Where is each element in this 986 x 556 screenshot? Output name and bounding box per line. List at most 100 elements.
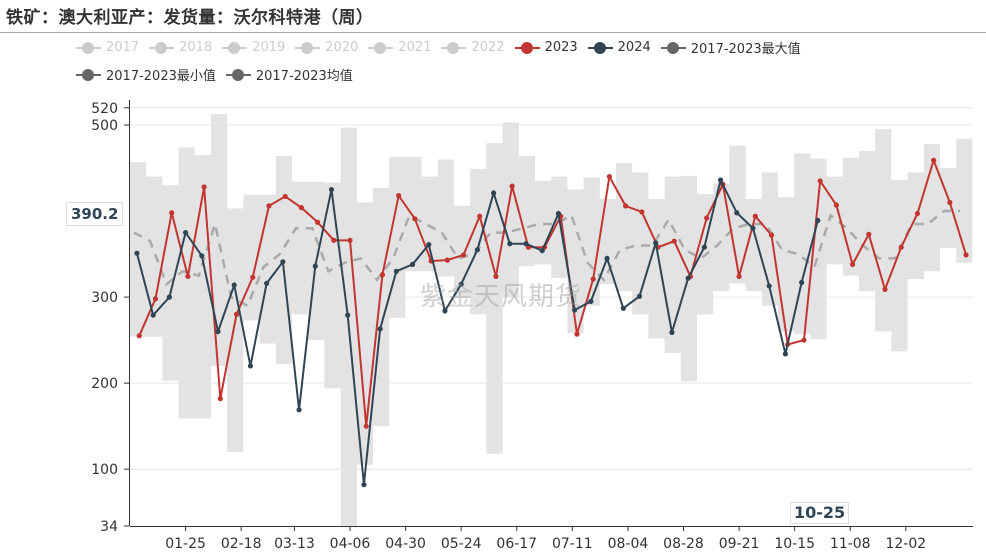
series-2024-point [458,281,464,287]
mean-line [133,209,961,308]
legend-label: 2023 [544,40,578,55]
series-2024-point [134,250,140,256]
series-2024-point [604,255,610,261]
legend-item-2017-2023最小值[interactable]: 2017-2023最小值 [76,65,216,84]
series-2024-point [150,312,156,318]
legend-item-2021[interactable]: 2021 [368,40,431,55]
series-2023-point [379,272,386,278]
series-2024-point [669,329,675,335]
legend-item-2023[interactable]: 2023 [514,40,578,55]
series-2023-point [477,213,483,219]
watermark: 紫金天风期货 [420,282,583,312]
series-2023-point [736,273,742,280]
series-2023-point [590,276,596,282]
series-2024-point [215,328,221,335]
series-2024-point [782,351,789,357]
series-2023-point [914,211,921,217]
y-tick-label: 300 [91,290,118,306]
series-2023-point [266,203,272,209]
series-2024-point [328,186,335,193]
legend-label: 2021 [398,40,432,55]
series-2023-point [963,252,969,258]
series-2023-point [347,237,353,243]
series-2023-point [250,274,256,280]
series-2023-point [282,193,288,200]
series-2024-point [539,248,545,254]
legend-marker-icon [587,41,613,55]
series-2023-line [138,157,968,427]
series-2024-point [426,242,432,248]
series-2023-point [931,157,937,163]
series-2024-point [474,247,480,253]
series-2024-point [231,282,237,288]
series-2024-point [280,259,286,265]
legend-item-2020[interactable]: 2020 [295,40,358,55]
x-tick-label: 04-06 [330,536,371,552]
series-2024-point [750,225,756,231]
legend-label: 2022 [471,40,505,55]
series-2023-point [768,232,775,238]
series-2024-point [377,326,383,332]
legend-marker-icon [660,41,686,55]
series-2024-point [296,407,302,413]
x-tick-label: 06-17 [496,536,537,552]
y-tick-label: 500 [91,118,118,134]
series-2023-point [947,199,953,206]
legend-label: 2017-2023均值 [255,69,353,84]
series-2024-point [815,217,821,224]
series-2024-point [717,177,724,183]
legend-marker-icon [225,68,251,82]
legend-label: 2018 [179,40,213,55]
series-2023-point [136,333,142,339]
series-2024-point [701,244,707,250]
series-2023-point [898,244,904,250]
series-2024-point [766,283,772,289]
legend-item-2019[interactable]: 2019 [222,40,285,55]
series-2024-point [588,298,594,305]
series-2023-point [460,252,467,258]
y-tick-label: 200 [91,376,118,392]
legend-item-2017[interactable]: 2017 [76,40,139,55]
legend-marker-icon [295,41,321,55]
y-tick-label: 100 [91,462,118,478]
series-2024-point [393,268,399,274]
legend-label: 2017 [106,40,140,55]
legend-marker-icon [149,41,175,55]
min-max-band [130,113,973,526]
chart-title: 铁矿：澳大利亚产：发货量：沃尔科特港（周） [6,8,374,28]
series-2023-point [396,192,402,199]
series-2024-point [345,312,351,318]
series-2024-point [182,229,189,236]
legend-item-2018[interactable]: 2018 [149,40,212,55]
series-2024-point [312,263,318,269]
series-2023-point [882,286,888,292]
series-2023-point [201,184,207,190]
series-2023-point [849,261,856,268]
x-tick-label: 02-18 [221,536,262,552]
series-2023-point [314,219,321,225]
legend-label: 2024 [617,40,651,55]
legend-item-2017-2023最大值[interactable]: 2017-2023最大值 [660,38,801,57]
series-2023-point [801,337,807,343]
legend-item-2017-2023均值[interactable]: 2017-2023均值 [225,65,353,84]
series-2023-point [217,396,223,402]
series-2024-point [491,190,497,196]
series-2023-point [509,183,515,189]
legend-marker-icon [368,41,394,55]
series-2023-point [363,423,369,429]
series-2023-point [833,202,839,208]
x-tick-label: 03-13 [274,536,315,552]
legend-marker-icon [514,41,540,55]
x-tick-label: 11-08 [830,536,871,552]
legend-item-2022[interactable]: 2022 [441,40,505,55]
legend-row-1: 2017 2018 2019 2020 2021 2022 2023 2024 2017-202… [76,38,811,57]
series-2024-point [685,275,691,281]
series-2024-point [166,294,172,300]
x-tick-label: 08-04 [608,536,649,552]
legend-item-2024[interactable]: 2024 [587,40,651,55]
legend-marker-icon [76,41,101,55]
x-axis-pointer-label: 10-25 [790,502,850,524]
series-2024-point [620,305,626,311]
